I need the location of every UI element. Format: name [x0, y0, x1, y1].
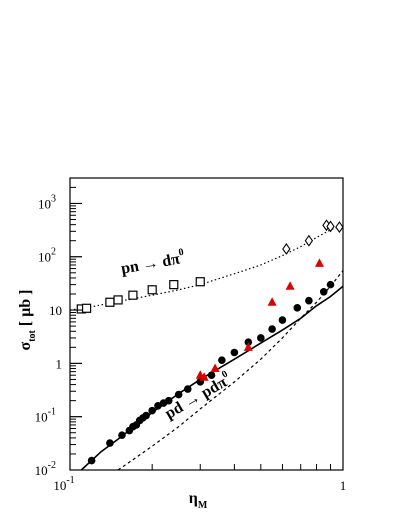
y-tick-label: 1 — [56, 356, 63, 371]
pd-circles-point — [142, 411, 150, 420]
pd-circles-point — [305, 296, 313, 305]
pd-circles-point — [230, 348, 239, 357]
chart-lines — [69, 225, 344, 471]
annotation-pn-reaction: pn → dπ0 — [119, 247, 186, 278]
pd-triangles-point — [243, 342, 253, 351]
pd-triangles-point — [199, 372, 209, 381]
x-axis-title-sub: M — [198, 500, 208, 511]
x-tick-label: 10-1 — [53, 475, 74, 493]
x-axis-title: ηM — [189, 490, 208, 511]
y-tick-label: 10 — [49, 303, 62, 318]
y-tick-label: 102 — [38, 247, 56, 265]
pn-diamonds-point — [326, 220, 335, 233]
curve-pd-solid — [80, 285, 344, 471]
pd-circles-point — [257, 334, 265, 342]
chart-markers — [76, 219, 344, 465]
pd-circles-point — [218, 356, 226, 364]
pd-circles-point — [164, 396, 173, 405]
y-tick-label: 10-1 — [35, 407, 56, 425]
pn-squares-point — [147, 285, 157, 295]
pd-circles-point — [106, 439, 114, 447]
x-tick-label: 1 — [340, 478, 347, 493]
pd-triangles-point — [314, 258, 324, 267]
curve-pn-fit — [69, 225, 344, 311]
pn-diamonds-point — [304, 234, 314, 247]
pd-triangles-point — [285, 281, 295, 290]
plot-frame — [69, 177, 344, 471]
axis-ticks — [69, 177, 344, 471]
pd-triangles-point — [210, 363, 220, 373]
pd-circles-point — [278, 316, 287, 324]
pn-squares-point — [105, 297, 115, 307]
curve-pd-dashed — [117, 270, 344, 471]
y-tick-label: 10-2 — [35, 460, 56, 478]
y-axis-title: σtot[ μb ] — [17, 290, 38, 351]
pn-diamonds-point — [335, 221, 344, 234]
pd-circles-point — [244, 338, 253, 346]
pd-circles-point — [326, 280, 335, 289]
pd-circles-point — [268, 325, 276, 333]
pn-squares-point — [169, 280, 179, 290]
pd-circles-point — [293, 304, 302, 312]
pd-circles-point — [174, 390, 183, 399]
pd-circles-point — [118, 431, 126, 439]
pd-circles-point — [207, 371, 216, 380]
pd-triangles-point — [267, 297, 277, 306]
pn-squares-point — [81, 303, 92, 313]
pn-diamonds-point — [282, 242, 291, 255]
pd-circles-point — [183, 385, 192, 393]
pd-circles-point — [148, 406, 156, 415]
pn-squares-point — [195, 277, 205, 287]
pd-circles-point — [87, 456, 96, 465]
pn-squares-point — [128, 290, 138, 300]
pn-squares-point — [113, 295, 123, 305]
pd-circles-point — [319, 288, 328, 296]
y-tick-label: 103 — [38, 193, 56, 211]
